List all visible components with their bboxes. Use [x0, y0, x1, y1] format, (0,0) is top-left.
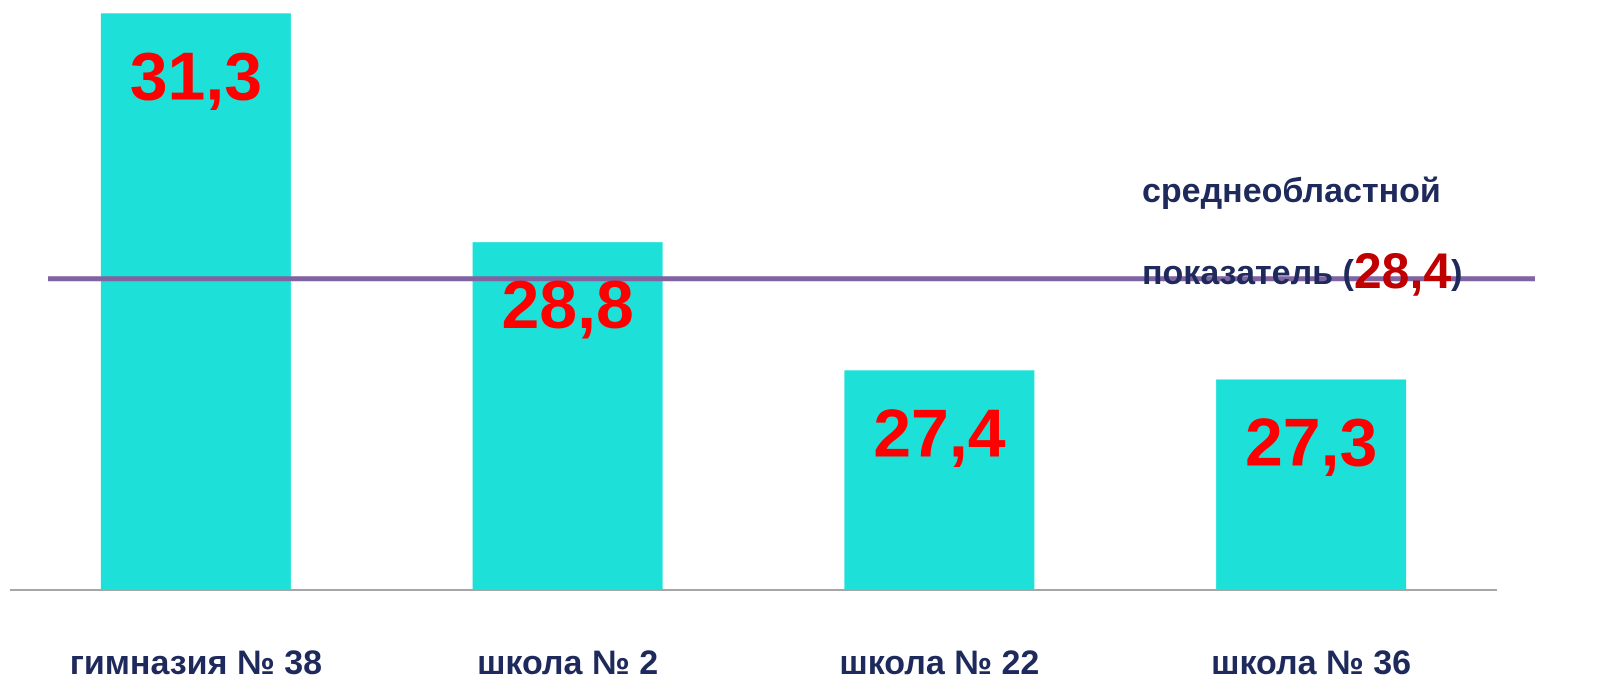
data-label: 31,3 [130, 38, 262, 114]
data-label: 28,8 [501, 267, 633, 343]
x-tick-label: школа № 36 [1211, 644, 1411, 682]
bar [844, 370, 1035, 590]
reference-value-label: 28,4 [1354, 243, 1452, 299]
x-tick-label: гимназия № 38 [70, 644, 322, 682]
bar [100, 13, 291, 591]
data-label: 27,4 [873, 395, 1006, 471]
x-tick-label: школа № 22 [839, 644, 1039, 682]
reference-label-prefix: показатель ( [1142, 254, 1355, 292]
reference-label: среднеобластной [1142, 172, 1441, 210]
reference-label: показатель (28,4) [1142, 243, 1463, 299]
x-tick-label: школа № 2 [477, 644, 658, 682]
data-label: 27,3 [1245, 404, 1377, 480]
bar [472, 242, 663, 590]
bar [1216, 379, 1407, 590]
reference-label-suffix: ) [1451, 254, 1462, 292]
